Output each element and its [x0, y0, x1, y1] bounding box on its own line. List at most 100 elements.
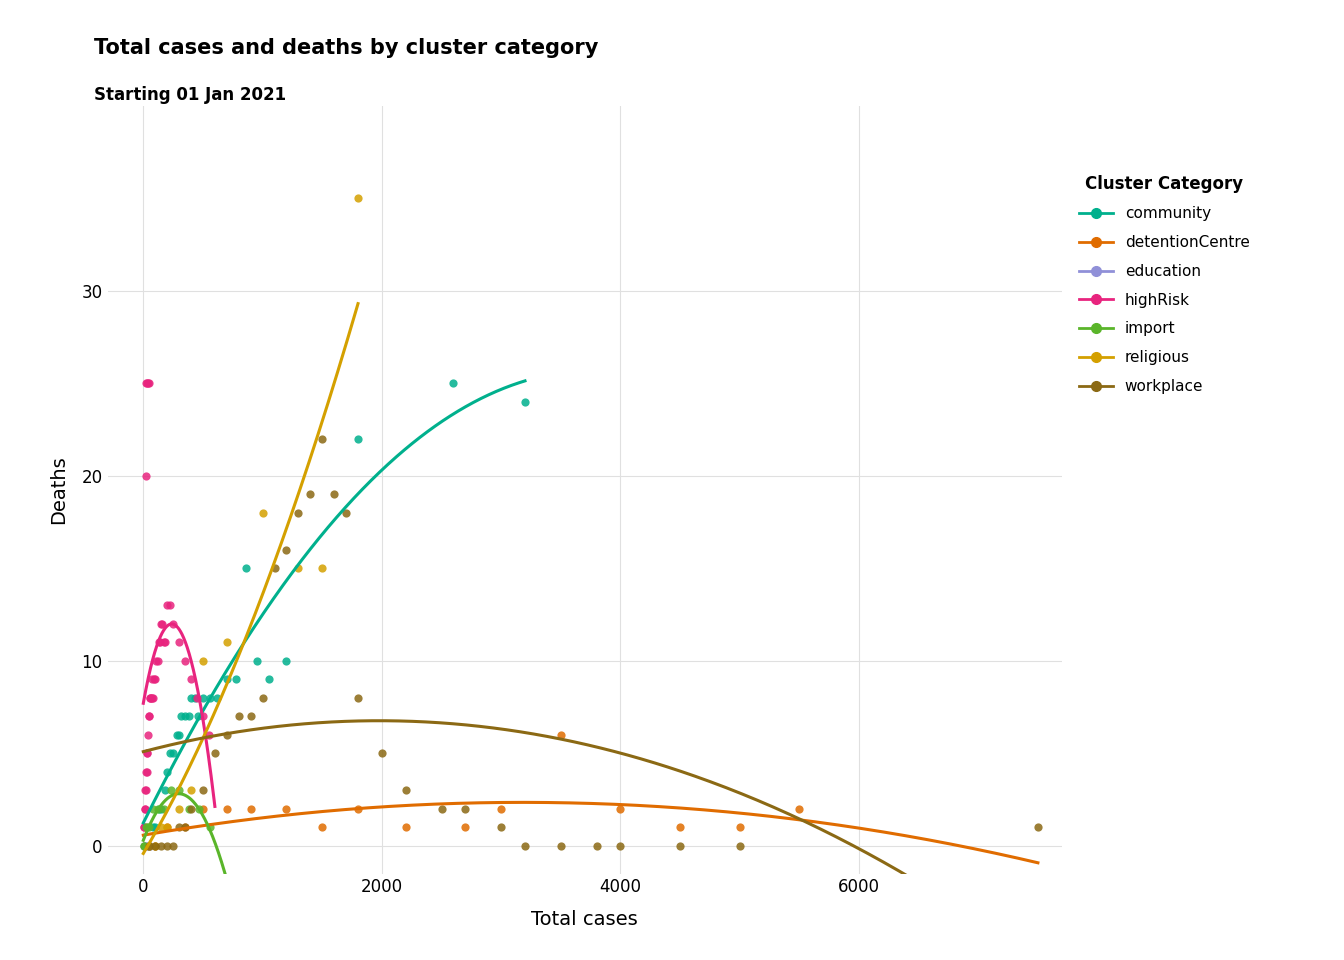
Point — [138, 838, 160, 853]
Point — [153, 635, 175, 650]
Point — [145, 653, 167, 668]
Point — [312, 820, 333, 835]
Point — [136, 838, 157, 853]
Point — [610, 838, 632, 853]
Point — [137, 375, 159, 391]
Point — [163, 746, 184, 761]
Point — [138, 838, 160, 853]
Point — [142, 690, 164, 706]
Point — [140, 690, 161, 706]
Point — [175, 653, 196, 668]
Point — [144, 672, 165, 687]
Point — [163, 838, 184, 853]
Point — [156, 764, 177, 780]
Point — [216, 727, 238, 742]
Point — [187, 690, 208, 706]
Point — [175, 708, 196, 724]
Point — [159, 746, 180, 761]
Point — [149, 635, 171, 650]
Point — [133, 838, 155, 853]
Point — [175, 820, 196, 835]
Point — [168, 820, 190, 835]
Point — [163, 616, 184, 632]
Point — [136, 820, 157, 835]
Point — [156, 820, 177, 835]
Point — [491, 802, 512, 817]
Point — [133, 820, 155, 835]
Point — [144, 838, 167, 853]
Point — [137, 838, 159, 853]
Point — [177, 802, 199, 817]
Point — [669, 820, 691, 835]
Point — [180, 802, 202, 817]
Point — [246, 653, 267, 668]
Point — [347, 802, 368, 817]
Point — [216, 635, 238, 650]
Point — [347, 431, 368, 446]
Point — [515, 838, 536, 853]
Point — [142, 820, 164, 835]
Point — [168, 727, 190, 742]
Text: Starting 01 Jan 2021: Starting 01 Jan 2021 — [94, 86, 286, 105]
Point — [144, 838, 167, 853]
Point — [728, 838, 750, 853]
Point — [137, 746, 159, 761]
Point — [454, 802, 476, 817]
Point — [148, 635, 169, 650]
Point — [199, 820, 220, 835]
Point — [192, 802, 214, 817]
Point — [251, 505, 273, 520]
Point — [156, 597, 177, 612]
Point — [1027, 820, 1048, 835]
Point — [144, 672, 167, 687]
X-axis label: Total cases: Total cases — [531, 910, 638, 929]
Point — [586, 838, 607, 853]
Point — [133, 838, 155, 853]
Point — [168, 782, 190, 798]
Point — [395, 820, 417, 835]
Point — [136, 764, 157, 780]
Point — [151, 802, 172, 817]
Point — [138, 375, 160, 391]
Point — [134, 838, 156, 853]
Point — [168, 635, 190, 650]
Point — [239, 708, 261, 724]
Point — [258, 672, 280, 687]
Point — [454, 820, 476, 835]
Point — [550, 727, 571, 742]
Point — [140, 690, 161, 706]
Point — [515, 394, 536, 409]
Point — [136, 782, 157, 798]
Point — [144, 820, 167, 835]
Point — [192, 653, 214, 668]
Point — [134, 782, 156, 798]
Text: Total cases and deaths by cluster category: Total cases and deaths by cluster catego… — [94, 38, 598, 59]
Point — [165, 727, 187, 742]
Point — [141, 672, 163, 687]
Point — [335, 505, 356, 520]
Point — [610, 802, 632, 817]
Point — [151, 838, 172, 853]
Point — [199, 690, 220, 706]
Point — [207, 690, 228, 706]
Point — [138, 820, 160, 835]
Point — [288, 561, 309, 576]
Point — [144, 838, 167, 853]
Point — [192, 708, 214, 724]
Point — [228, 708, 250, 724]
Point — [263, 561, 285, 576]
Point — [160, 782, 181, 798]
Point — [184, 690, 206, 706]
Point — [347, 190, 368, 205]
Point — [155, 635, 176, 650]
Point — [134, 820, 156, 835]
Point — [137, 727, 159, 742]
Point — [669, 838, 691, 853]
Point — [550, 838, 571, 853]
Point — [151, 820, 172, 835]
Y-axis label: Deaths: Deaths — [48, 455, 67, 524]
Point — [192, 690, 214, 706]
Point — [134, 802, 156, 817]
Point — [171, 708, 192, 724]
Point — [153, 802, 175, 817]
